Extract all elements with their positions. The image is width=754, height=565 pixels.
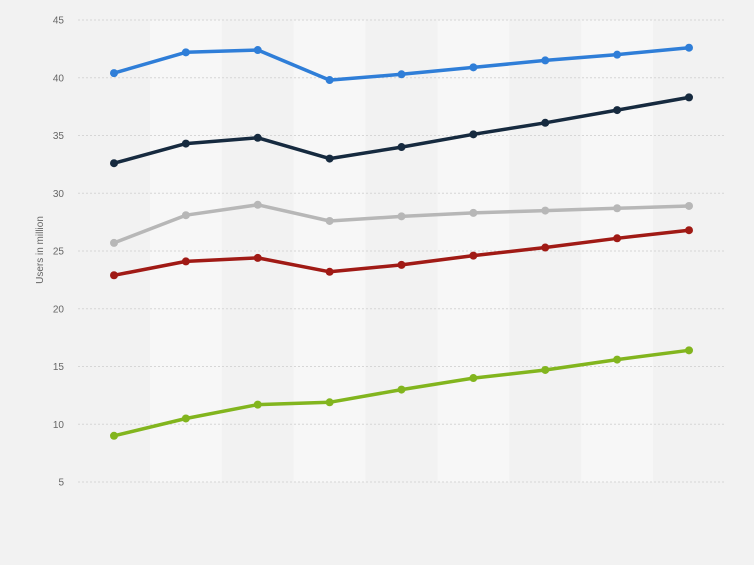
y-axis-title: Users in million: [35, 216, 46, 284]
series-2: [110, 93, 693, 168]
data-point[interactable]: [253, 200, 262, 209]
data-point[interactable]: [685, 201, 693, 210]
data-point[interactable]: [110, 159, 118, 168]
data-point[interactable]: [541, 365, 550, 374]
plot-band: [78, 20, 150, 482]
data-point[interactable]: [469, 374, 478, 383]
y-tick-label: 5: [58, 478, 64, 489]
data-point[interactable]: [181, 257, 190, 266]
data-point[interactable]: [685, 346, 693, 355]
y-tick-label: 15: [53, 362, 65, 373]
data-point[interactable]: [110, 271, 118, 280]
series-group: [110, 43, 693, 440]
series-3: [110, 200, 693, 247]
data-point[interactable]: [181, 211, 190, 220]
data-point[interactable]: [541, 56, 550, 65]
y-tick-label: 30: [53, 189, 65, 200]
data-point[interactable]: [110, 238, 118, 247]
data-point[interactable]: [613, 204, 622, 213]
series-5: [110, 346, 693, 440]
y-tick-label: 45: [53, 16, 65, 27]
data-point[interactable]: [469, 63, 478, 72]
data-point[interactable]: [253, 400, 262, 409]
data-point[interactable]: [541, 206, 550, 215]
y-tick-label: 40: [53, 73, 65, 84]
data-point[interactable]: [613, 50, 622, 59]
data-point[interactable]: [253, 253, 262, 262]
data-point[interactable]: [181, 414, 190, 423]
data-point[interactable]: [325, 267, 334, 276]
series-4: [110, 226, 693, 280]
data-point[interactable]: [685, 93, 693, 102]
data-point[interactable]: [397, 212, 406, 221]
data-point[interactable]: [110, 431, 118, 440]
plot-band: [365, 20, 438, 482]
plot-band: [437, 20, 510, 482]
y-tick-label: 10: [53, 420, 65, 431]
plot-band: [149, 20, 222, 482]
data-point[interactable]: [685, 226, 693, 235]
data-point[interactable]: [397, 260, 406, 269]
data-point[interactable]: [253, 46, 262, 55]
data-point[interactable]: [613, 106, 622, 115]
data-point[interactable]: [325, 216, 334, 225]
data-point[interactable]: [469, 251, 478, 260]
data-point[interactable]: [253, 133, 262, 142]
data-point[interactable]: [325, 154, 334, 163]
data-point[interactable]: [397, 70, 406, 79]
data-point[interactable]: [397, 143, 406, 152]
y-tick-label: 35: [53, 131, 65, 142]
data-point[interactable]: [613, 234, 622, 243]
data-point[interactable]: [325, 398, 334, 407]
data-point[interactable]: [110, 69, 118, 78]
data-point[interactable]: [469, 208, 478, 217]
data-point[interactable]: [325, 76, 334, 85]
data-point[interactable]: [397, 385, 406, 394]
data-point[interactable]: [613, 355, 622, 364]
data-point[interactable]: [469, 130, 478, 139]
plot-band: [581, 20, 654, 482]
plot-background: [78, 20, 724, 482]
data-point[interactable]: [541, 118, 550, 127]
series-1: [110, 43, 693, 85]
data-point[interactable]: [181, 139, 190, 148]
y-axis: 5 10 15 20 25 30 35 40 45: [53, 16, 65, 489]
data-point[interactable]: [181, 48, 190, 57]
data-point[interactable]: [541, 243, 550, 252]
data-point[interactable]: [685, 43, 693, 52]
y-tick-label: 20: [53, 304, 65, 315]
y-tick-label: 25: [53, 247, 65, 258]
